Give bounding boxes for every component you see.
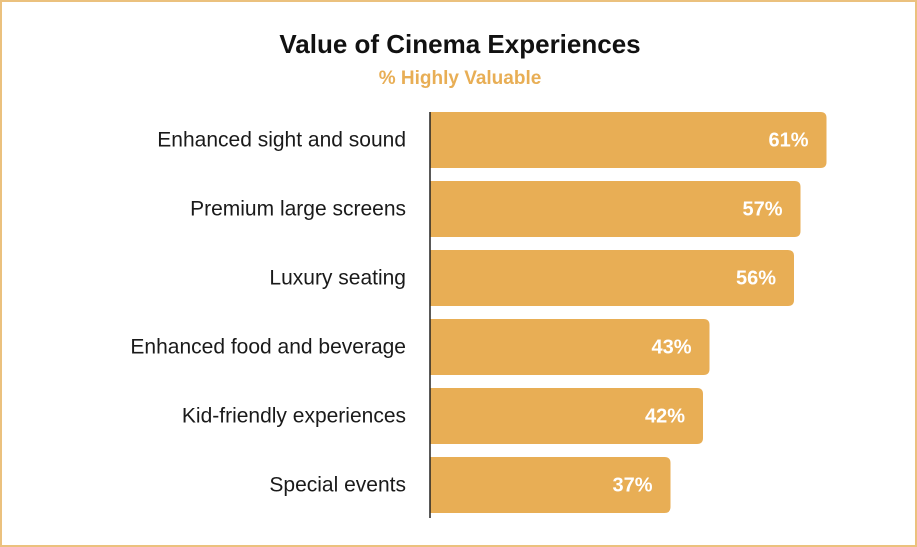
bar <box>430 319 710 375</box>
bar <box>430 250 794 306</box>
category-label: Special events <box>269 474 406 497</box>
bar <box>430 181 801 237</box>
bar <box>430 112 827 168</box>
category-label: Premium large screens <box>190 198 406 221</box>
value-label: 37% <box>612 474 652 496</box>
value-label: 43% <box>651 336 691 358</box>
value-label: 56% <box>736 267 776 289</box>
value-label: 42% <box>645 405 685 427</box>
value-label: 61% <box>768 129 808 151</box>
chart-title: Value of Cinema Experiences <box>279 29 640 59</box>
bar <box>430 388 703 444</box>
category-label: Enhanced sight and sound <box>157 129 406 152</box>
chart-subtitle: % Highly Valuable <box>379 68 542 89</box>
category-label: Kid-friendly experiences <box>182 405 406 428</box>
value-label: 57% <box>742 198 782 220</box>
category-label: Enhanced food and beverage <box>130 336 406 359</box>
bar <box>430 457 671 513</box>
category-label: Luxury seating <box>269 267 406 290</box>
